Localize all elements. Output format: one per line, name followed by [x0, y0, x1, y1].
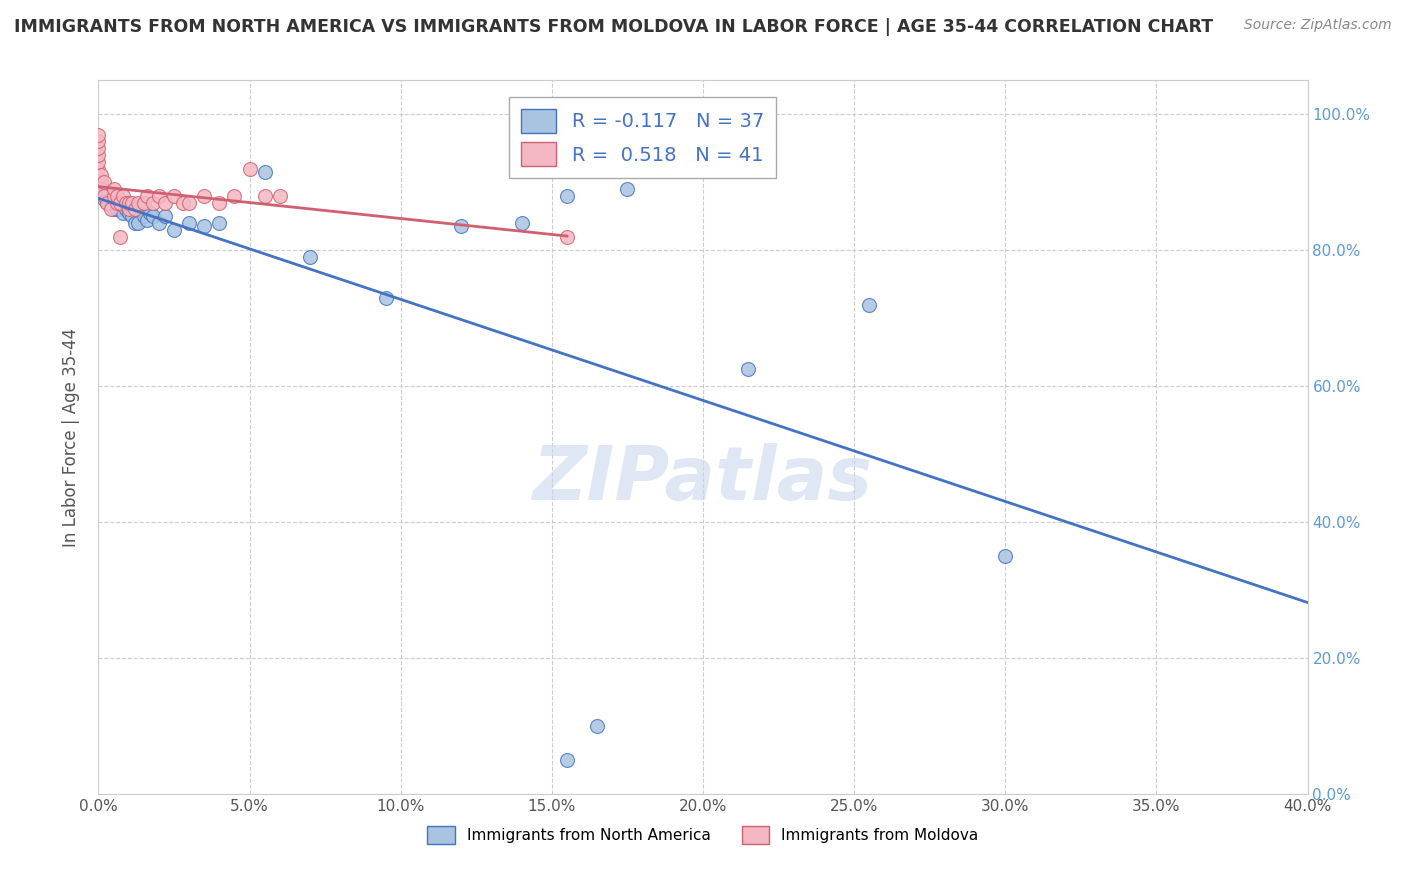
Point — [103, 189, 125, 203]
Point — [118, 206, 141, 220]
Point — [737, 362, 759, 376]
Y-axis label: In Labor Force | Age 35-44: In Labor Force | Age 35-44 — [62, 327, 80, 547]
Point — [87, 154, 110, 169]
Point — [239, 161, 262, 176]
Text: IMMIGRANTS FROM NORTH AMERICA VS IMMIGRANTS FROM MOLDOVA IN LABOR FORCE | AGE 35: IMMIGRANTS FROM NORTH AMERICA VS IMMIGRA… — [14, 18, 1213, 36]
Point — [90, 169, 112, 183]
Point — [253, 165, 276, 179]
Point — [135, 189, 157, 203]
Point — [374, 291, 396, 305]
Point — [193, 189, 215, 203]
Point — [163, 189, 186, 203]
Text: ZIPatlas: ZIPatlas — [533, 443, 873, 516]
Point — [93, 175, 115, 189]
Point — [510, 216, 533, 230]
Text: Source: ZipAtlas.com: Source: ZipAtlas.com — [1244, 18, 1392, 32]
Point — [172, 195, 194, 210]
Point — [93, 189, 115, 203]
Point — [994, 549, 1017, 563]
Point — [114, 202, 136, 217]
Point — [142, 195, 165, 210]
Point — [179, 195, 201, 210]
Point — [616, 182, 638, 196]
Point — [208, 195, 231, 210]
Point — [132, 209, 155, 223]
Point — [108, 195, 131, 210]
Point — [111, 206, 134, 220]
Point — [139, 206, 162, 220]
Point — [148, 189, 170, 203]
Point — [103, 182, 125, 196]
Point — [132, 195, 155, 210]
Point — [555, 753, 578, 767]
Point — [193, 219, 215, 234]
Point — [108, 195, 131, 210]
Point — [111, 189, 134, 203]
Point — [100, 195, 122, 210]
Point — [118, 202, 141, 217]
Point — [114, 195, 136, 210]
Point — [555, 189, 578, 203]
Point — [121, 209, 143, 223]
Point — [127, 216, 149, 230]
Point — [148, 216, 170, 230]
Point — [87, 128, 110, 142]
Point — [121, 195, 143, 210]
Point — [105, 195, 128, 210]
Point — [450, 219, 472, 234]
Point — [96, 195, 118, 210]
Point — [87, 161, 110, 176]
Point — [93, 192, 115, 206]
Point — [153, 209, 176, 223]
Point — [96, 189, 118, 203]
Point — [90, 175, 112, 189]
Point — [124, 216, 146, 230]
Point — [105, 202, 128, 217]
Point — [87, 141, 110, 155]
Point — [179, 216, 201, 230]
Point — [135, 212, 157, 227]
Point — [153, 195, 176, 210]
Point — [269, 189, 291, 203]
Point — [555, 229, 578, 244]
Point — [90, 182, 112, 196]
Point — [124, 202, 146, 217]
Point — [96, 195, 118, 210]
Point — [208, 216, 231, 230]
Point — [103, 202, 125, 217]
Point — [858, 297, 880, 311]
Legend: Immigrants from North America, Immigrants from Moldova: Immigrants from North America, Immigrant… — [422, 820, 984, 850]
Point — [224, 189, 246, 203]
Point — [142, 209, 165, 223]
Point — [253, 189, 276, 203]
Point — [87, 148, 110, 162]
Point — [163, 223, 186, 237]
Point — [586, 719, 609, 733]
Point — [127, 195, 149, 210]
Point — [108, 202, 131, 217]
Point — [87, 135, 110, 149]
Point — [100, 202, 122, 217]
Point — [108, 229, 131, 244]
Point — [105, 189, 128, 203]
Point — [118, 195, 141, 210]
Point — [299, 250, 322, 264]
Point — [90, 182, 112, 196]
